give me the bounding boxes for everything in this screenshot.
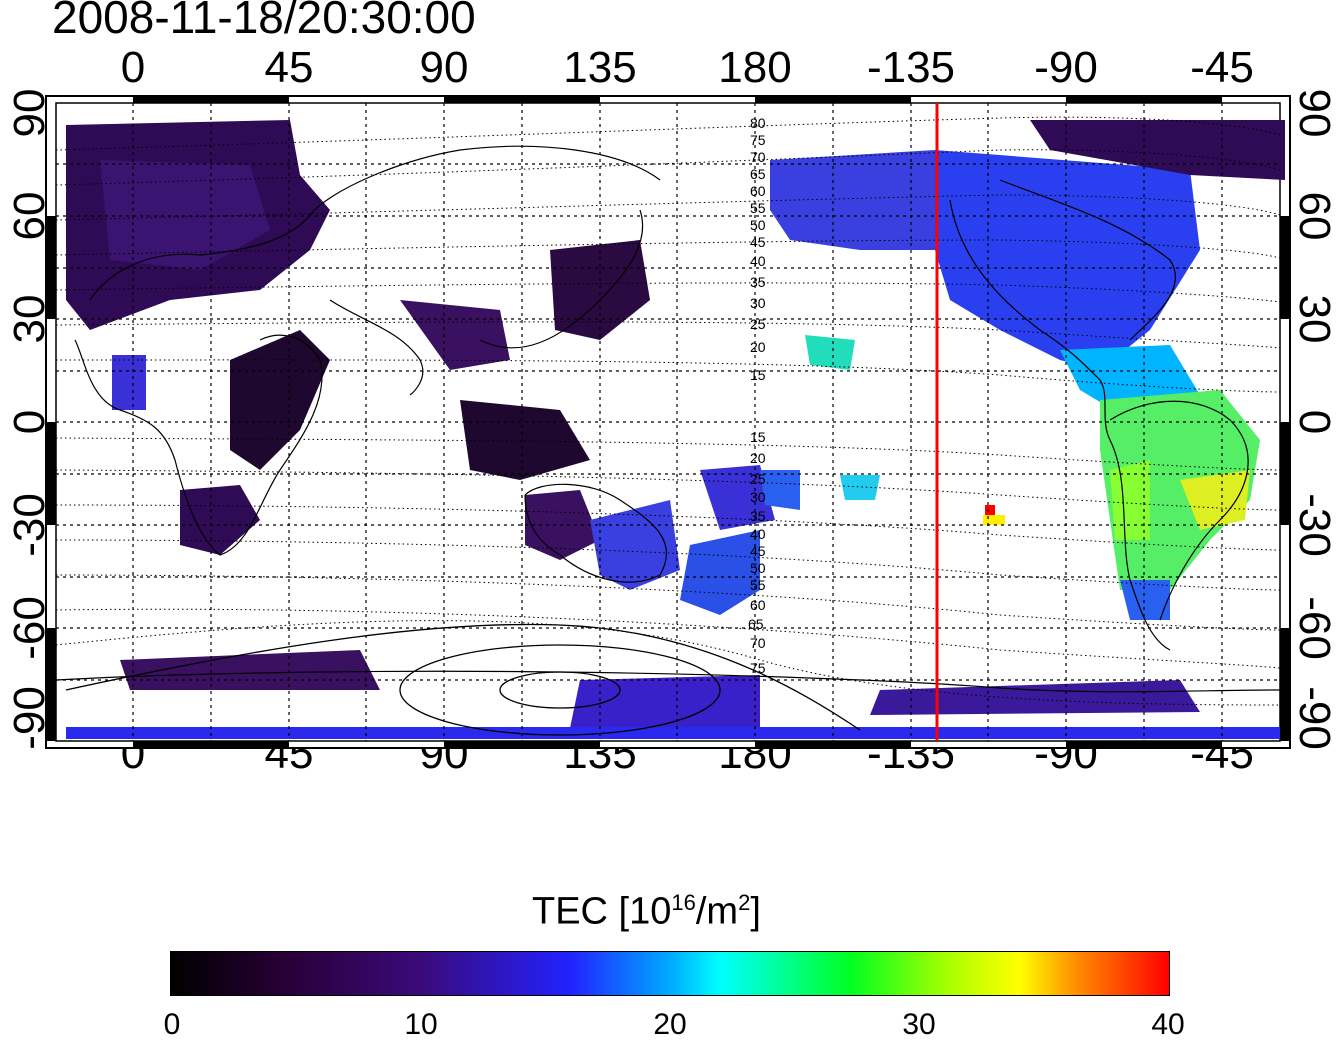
top-lon-tick: 0 <box>120 43 146 92</box>
tec-region-new-zealand <box>680 530 760 615</box>
top-lon-tick: 180 <box>718 43 792 92</box>
contour-label: 55 <box>750 200 766 216</box>
contour-label: 45 <box>750 234 766 250</box>
colorbar-label-main: TEC [10 <box>532 890 672 933</box>
top-lon-tick: -90 <box>1034 43 1098 92</box>
coast-americas-west <box>949 199 1171 651</box>
coast-australia <box>524 483 667 583</box>
contour-label: 75 <box>750 132 766 148</box>
coast-south-america-east <box>1109 400 1249 621</box>
contour-label: 45 <box>750 543 766 559</box>
tec-region-north-america <box>935 150 1200 370</box>
tec-region-india <box>400 300 510 370</box>
contour-label: 55 <box>750 577 766 593</box>
top-lon-tick: 90 <box>419 43 469 92</box>
colorbar-tick: 30 <box>902 1008 936 1041</box>
tec-region-brazil-high <box>1180 470 1250 530</box>
contour-label: 35 <box>750 508 766 524</box>
tec-region-pacific-south <box>840 475 880 500</box>
contour-label: 20 <box>750 450 766 466</box>
tec-region-north-pacific <box>770 150 935 250</box>
contour-label: 50 <box>750 217 766 233</box>
bottom-border-bars <box>133 741 1222 748</box>
top-border-bars <box>133 96 1222 103</box>
contour-label: 60 <box>750 597 766 613</box>
colorbar-tick: 40 <box>1151 1008 1185 1041</box>
side-border-bars <box>46 216 1290 741</box>
map-title: 2008-11-18/20:30:00 <box>52 0 476 43</box>
contour-label: 70 <box>750 635 766 651</box>
coast-east-asia <box>479 209 644 349</box>
top-lon-tick: -45 <box>1190 43 1254 92</box>
tec-region-hawaii <box>805 335 855 370</box>
colorbar-label-end: ] <box>750 890 761 933</box>
colorbar-tick: 10 <box>404 1008 438 1041</box>
tec-world-map: 80 75 70 65 60 55 50 45 40 35 30 25 20 1… <box>45 95 1291 749</box>
contour-label: 25 <box>750 316 766 332</box>
top-lon-tick: 45 <box>264 43 314 92</box>
tec-region-china <box>550 240 650 340</box>
colorbar-label-exp1: 16 <box>671 890 696 915</box>
colorbar-label-exp2: 2 <box>738 890 751 915</box>
coastlines <box>55 145 1281 693</box>
contour-label: 40 <box>750 253 766 269</box>
tec-region-andes <box>1110 460 1150 540</box>
contour-label: 30 <box>750 295 766 311</box>
contour-label: 50 <box>750 560 766 576</box>
contour-label: 35 <box>750 274 766 290</box>
coast-arabia-india <box>329 299 424 396</box>
tec-data-cells <box>66 120 1285 739</box>
colorbar-label-mid: /m <box>695 890 739 933</box>
contour-label: 40 <box>750 526 766 542</box>
contour-label: 25 <box>750 471 766 487</box>
coast-antarctica <box>55 670 1281 693</box>
tec-cell-peak <box>985 505 995 515</box>
colorbar-tick: 0 <box>163 1008 181 1041</box>
tec-region-antarctica-pac <box>570 675 760 728</box>
south-magnetic-pole-rings <box>65 623 861 736</box>
tec-colorbar <box>170 951 1170 996</box>
tec-region-antarctica-sa <box>870 680 1200 715</box>
contour-label: 70 <box>750 149 766 165</box>
contour-label: 15 <box>750 367 766 383</box>
tec-cell-high <box>983 515 1005 525</box>
contour-label: 65 <box>748 616 764 632</box>
tec-region-australia-east <box>590 500 680 590</box>
tec-region-west-africa <box>112 355 146 410</box>
contour-label: 20 <box>750 339 766 355</box>
top-lon-tick: 135 <box>563 43 637 92</box>
colorbar-tick: 20 <box>653 1008 687 1041</box>
contour-label: 60 <box>750 183 766 199</box>
tec-region-africa <box>230 330 330 470</box>
contour-label: 30 <box>750 489 766 505</box>
tec-region-arctic-canada <box>1030 120 1285 180</box>
tec-region-south-africa <box>180 485 260 555</box>
tec-region-europe-core <box>100 160 270 270</box>
top-lon-tick: -135 <box>866 43 956 92</box>
contour-label: 15 <box>750 429 766 445</box>
coast-africa <box>74 334 323 556</box>
colorbar-label: TEC [1016/m2] <box>532 892 761 931</box>
tec-region-indonesia <box>460 400 590 480</box>
tec-region-south-pole-strip <box>66 727 1280 739</box>
tec-region-pacific-west-2 <box>760 470 800 510</box>
geomagnetic-contours <box>55 116 1281 706</box>
coast-north-america-east <box>999 179 1177 341</box>
coast-eurasia-north <box>89 145 661 301</box>
contour-label: 75 <box>750 660 766 676</box>
contour-labels: 80 75 70 65 60 55 50 45 40 35 30 25 20 1… <box>748 115 766 676</box>
contour-label: 65 <box>750 166 766 182</box>
contour-label: 80 <box>750 115 766 131</box>
tec-region-patagonia <box>1120 580 1170 620</box>
